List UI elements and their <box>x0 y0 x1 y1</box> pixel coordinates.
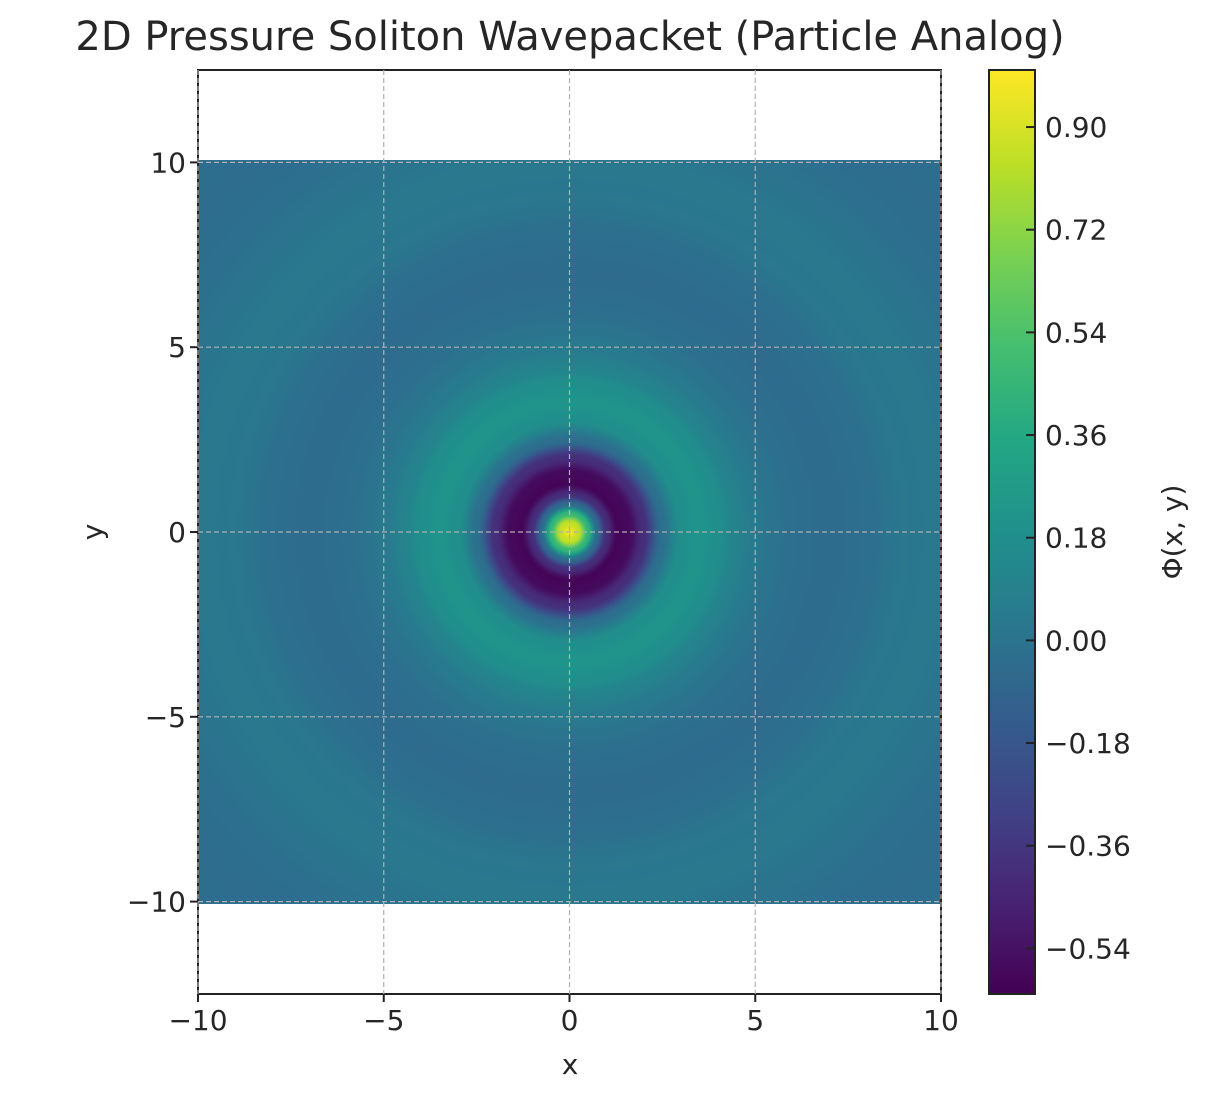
y-tick-label: −5 <box>145 701 186 734</box>
colorbar-gradient <box>990 71 1035 994</box>
x-tick-label: −10 <box>168 1004 227 1037</box>
y-axis-label: y <box>76 524 109 541</box>
colorbar-tick-label: 0.54 <box>1045 316 1107 349</box>
y-tick-label: 0 <box>168 516 186 549</box>
y-tick-label: −10 <box>127 886 186 919</box>
colorbar-tick-label: 0.18 <box>1045 522 1107 555</box>
x-tick-label: 10 <box>923 1004 959 1037</box>
colorbar-label: Φ(x, y) <box>1156 485 1189 580</box>
x-tick-label: −5 <box>363 1004 404 1037</box>
chart-title: 2D Pressure Soliton Wavepacket (Particle… <box>75 14 1065 60</box>
y-tick-label: 5 <box>168 331 186 364</box>
colorbar-tick-label: 0.90 <box>1045 111 1107 144</box>
colorbar-tick-label: 0.36 <box>1045 419 1107 452</box>
colorbar-tick-label: −0.36 <box>1045 830 1131 863</box>
colorbar-frame <box>988 69 1036 995</box>
colorbar-tick-label: −0.18 <box>1045 727 1131 760</box>
x-tick-label: 0 <box>561 1004 579 1037</box>
y-tick-label: 10 <box>150 146 186 179</box>
colorbar-tick-label: 0.72 <box>1045 214 1107 247</box>
x-axis-label: x <box>562 1048 579 1081</box>
x-tick-label: 5 <box>746 1004 764 1037</box>
colorbar-tick-label: −0.54 <box>1045 932 1131 965</box>
colorbar-tick-label: 0.00 <box>1045 624 1107 657</box>
